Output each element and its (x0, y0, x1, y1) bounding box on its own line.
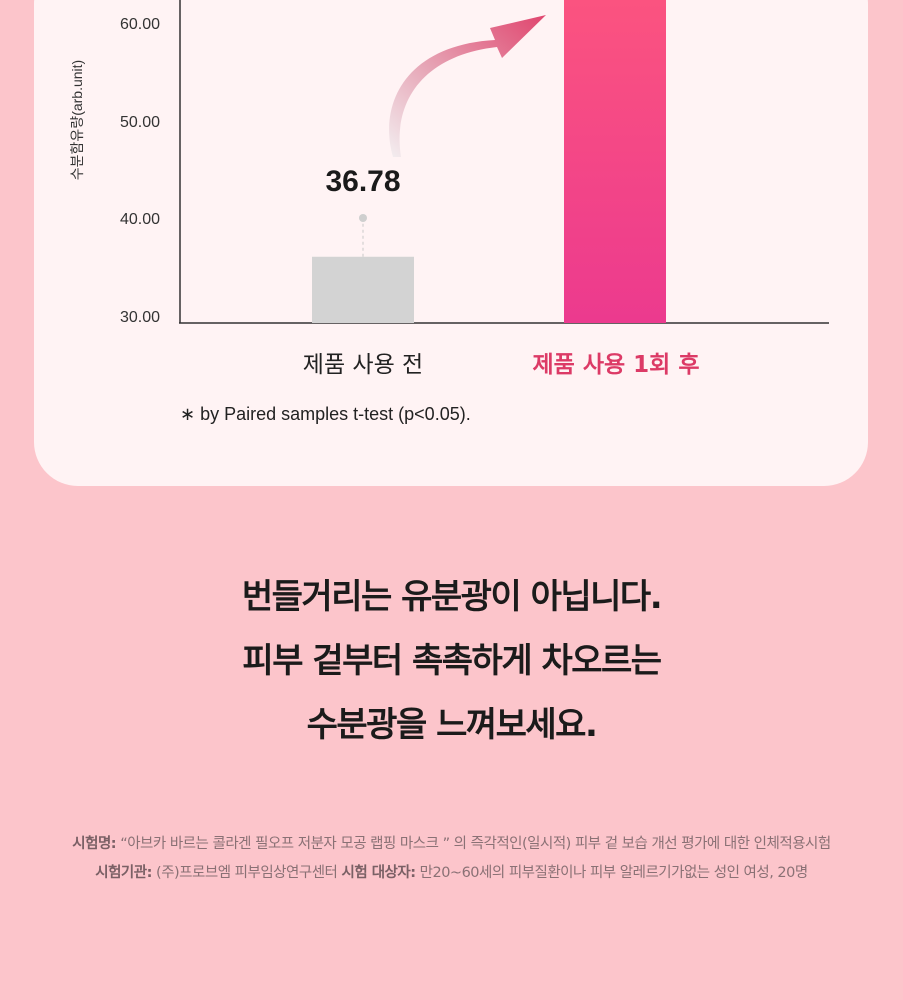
headline-line-3: 수분광을 느껴보세요. (306, 705, 598, 745)
test-name-row: 시험명: “아브카 바르는 콜라겐 필오프 저분자 모공 랩핑 마스크 ” 의 … (0, 830, 903, 859)
institution-label: 시험기관: (95, 865, 152, 881)
test-name-label: 시험명: (72, 836, 117, 852)
bar-indicator-dot (359, 214, 367, 222)
institution: (주)프로브엠 피부임상연구센터 (156, 865, 338, 881)
bar-value-label: 36.78 (325, 165, 401, 198)
y-tick-40: 40.00 (119, 211, 160, 228)
y-tick-30: 30.00 (119, 309, 160, 326)
bar-after (564, 0, 666, 323)
bar-before (312, 256, 414, 323)
subjects-label: 시험 대상자: (341, 865, 416, 881)
headline: 번들거리는 유분광이 아닙니다. 피부 겉부터 촉촉하게 차오르는 수분광을 느… (0, 565, 903, 757)
test-notes: 시험명: “아브카 바르는 콜라겐 필오프 저분자 모공 랩핑 마스크 ” 의 … (0, 830, 903, 888)
headline-line-2: 피부 겉부터 촉촉하게 차오르는 (242, 641, 662, 681)
institution-row: 시험기관: (주)프로브엠 피부임상연구센터 시험 대상자: 만20~60세의 … (0, 859, 903, 888)
y-tick-60: 60.00 (119, 16, 160, 33)
bar-chart (179, 0, 829, 324)
chart-card (34, 0, 868, 486)
subjects: 만20~60세의 피부질환이나 피부 알레르기가없는 성인 여성, 20명 (419, 865, 809, 881)
headline-line-1: 번들거리는 유분광이 아닙니다. (241, 577, 663, 617)
test-name: “아브카 바르는 콜라겐 필오프 저분자 모공 랩핑 마스크 ” 의 즉각적인(… (120, 836, 831, 852)
y-tick-50: 50.00 (119, 114, 160, 131)
category-after: 제품 사용 1회 후 (532, 352, 700, 378)
footnote: ∗ by Paired samples t-test (p<0.05). (180, 404, 471, 424)
category-before: 제품 사용 전 (302, 352, 424, 378)
increase-arrow (389, 15, 546, 157)
